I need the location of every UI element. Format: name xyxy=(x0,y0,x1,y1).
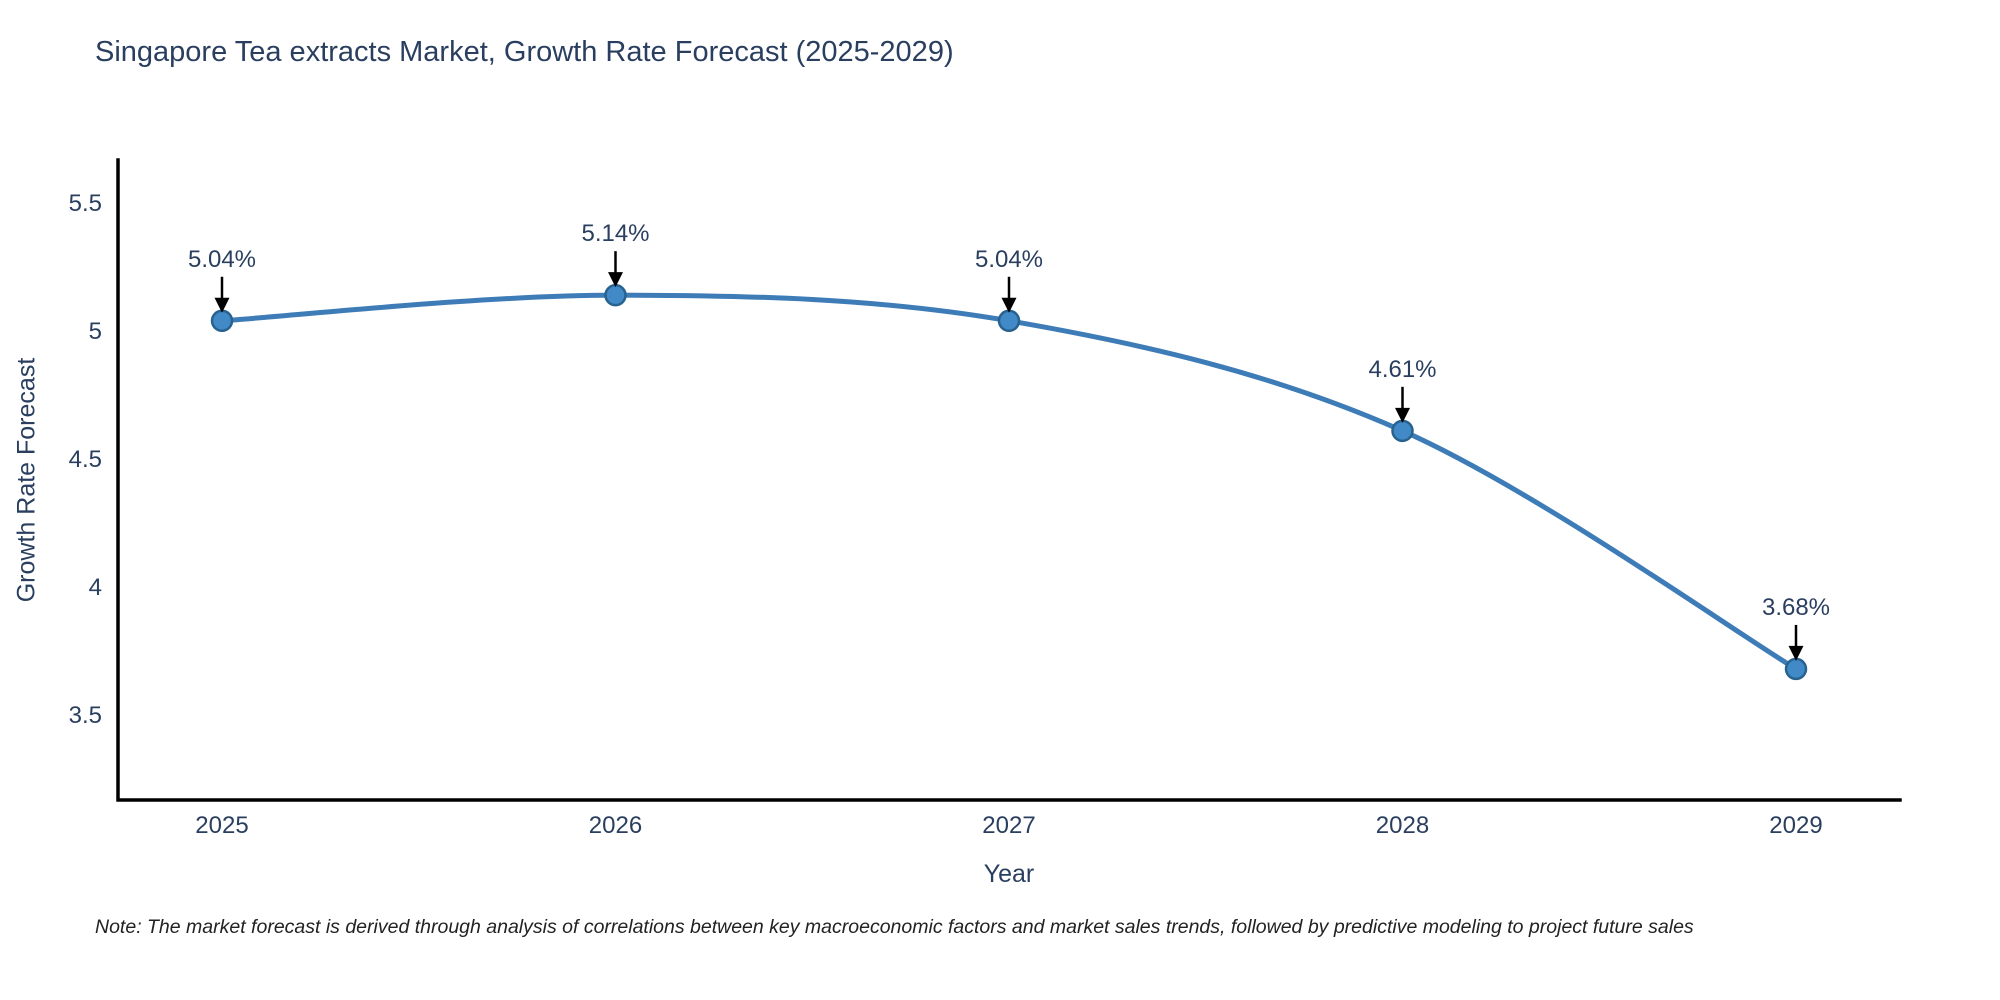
annotation-arrowhead xyxy=(1788,645,1804,661)
x-axis-label: Year xyxy=(983,860,1035,888)
annotation-label: 5.04% xyxy=(975,246,1043,273)
annotation-label: 5.14% xyxy=(581,220,649,247)
y-tick-label: 3.5 xyxy=(69,702,102,729)
data-point-marker xyxy=(1784,657,1808,681)
x-tick-label: 2025 xyxy=(195,812,248,839)
annotation-label: 3.68% xyxy=(1762,594,1830,621)
data-point-marker xyxy=(210,309,234,333)
chart-title: Singapore Tea extracts Market, Growth Ra… xyxy=(95,36,954,68)
y-tick-label: 4 xyxy=(89,574,102,601)
annotation-arrowhead xyxy=(1001,297,1017,313)
annotation-arrowhead xyxy=(608,272,623,288)
y-tick-label: 5 xyxy=(89,318,102,345)
footnote: Note: The market forecast is derived thr… xyxy=(95,916,1694,938)
y-tick-label: 4.5 xyxy=(69,446,102,473)
x-tick-label: 2028 xyxy=(1376,812,1429,839)
annotation-label: 4.61% xyxy=(1368,356,1436,383)
x-tick-label: 2029 xyxy=(1769,812,1822,839)
data-point-marker xyxy=(997,309,1021,333)
annotation-arrowhead xyxy=(1395,407,1410,423)
y-tick-label: 5.5 xyxy=(69,190,102,217)
x-tick-label: 2026 xyxy=(589,812,642,839)
data-point-marker xyxy=(604,283,627,307)
forecast-line xyxy=(219,292,1799,672)
x-tick-label: 2027 xyxy=(982,812,1035,839)
data-point-marker xyxy=(1391,419,1414,443)
annotation-arrowhead xyxy=(214,297,230,313)
axis-lines xyxy=(116,158,1902,802)
annotation-label: 5.04% xyxy=(188,246,256,273)
